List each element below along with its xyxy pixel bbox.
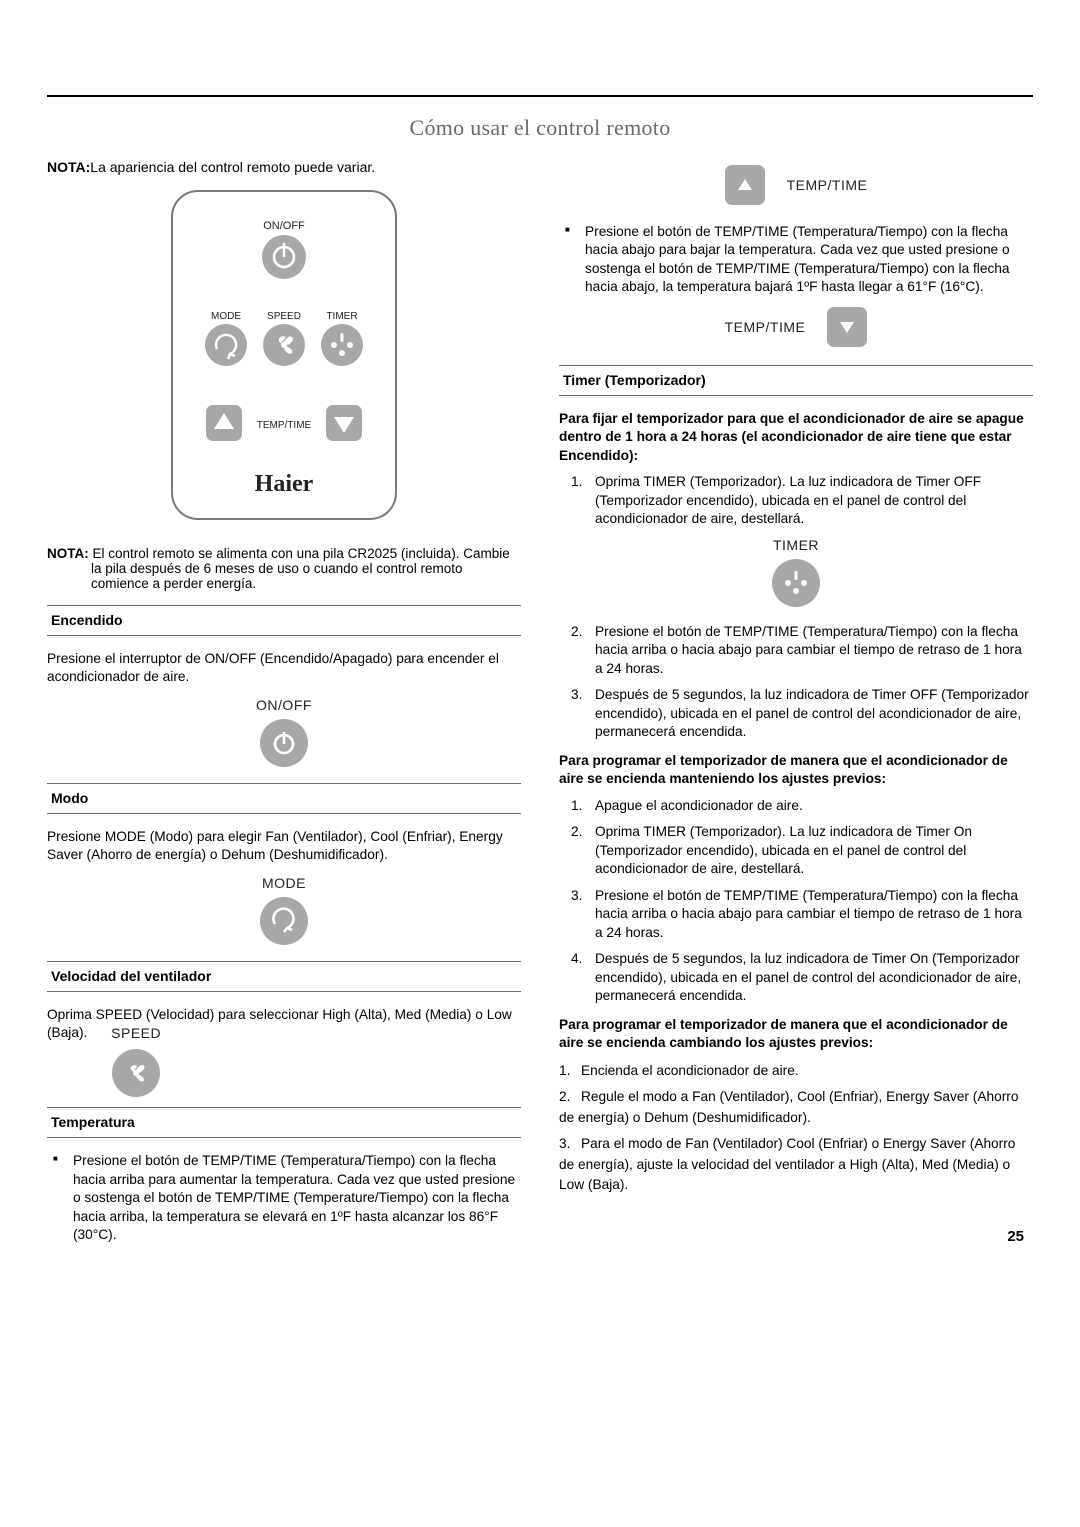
left-column: NOTA:La apariencia del control remoto pu… (47, 159, 521, 1255)
temptime-up-label: TEMP/TIME (787, 177, 868, 193)
right-column: TEMP/TIME Presione el botón de TEMP/TIME… (559, 159, 1033, 1255)
timer-list3-item2: 2.Regule el modo a Fan (Ventilador), Coo… (559, 1087, 1033, 1128)
svg-text:TIMER: TIMER (326, 311, 357, 322)
timer-icon-label: TIMER (773, 537, 819, 553)
onoff-icon-label: ON/OFF (256, 697, 312, 713)
timer-list3: 1.Encienda el acondicionador de aire. 2.… (559, 1061, 1033, 1196)
icon-stack-speed: SPEED (111, 1024, 161, 1097)
icon-stack-onoff: ON/OFF (47, 697, 521, 767)
para-encendido: Presione el interruptor de ON/OFF (Encen… (47, 650, 521, 687)
svg-text:MODE: MODE (211, 311, 241, 322)
temp-bullet-down: Presione el botón de TEMP/TIME (Temperat… (563, 223, 1033, 297)
timer-list1: Oprima TIMER (Temporizador). La luz indi… (567, 473, 1033, 528)
svg-text:Haier: Haier (255, 471, 314, 497)
timer-list1-item1: Oprima TIMER (Temporizador). La luz indi… (571, 473, 1033, 528)
nota-1: NOTA:La apariencia del control remoto pu… (47, 159, 521, 175)
timer-list1b-item2: Presione el botón de TEMP/TIME (Temperat… (571, 623, 1033, 678)
nota-2-label: NOTA: (47, 546, 89, 561)
mode-icon (260, 897, 308, 945)
head-modo: Modo (47, 783, 521, 814)
page-title: Cómo usar el control remoto (47, 115, 1033, 141)
power-icon (260, 719, 308, 767)
timer-list2-item2: Oprima TIMER (Temporizador). La luz indi… (571, 823, 1033, 878)
speed-icon-label: SPEED (111, 1024, 161, 1043)
para-modo: Presione MODE (Modo) para elegir Fan (Ve… (47, 828, 521, 865)
page-number: 25 (1007, 1228, 1024, 1245)
timer-list3-item1: 1.Encienda el acondicionador de aire. (559, 1061, 1033, 1082)
temptime-down-bullet: Presione el botón de TEMP/TIME (Temperat… (559, 223, 1033, 297)
timer-list1b: Presione el botón de TEMP/TIME (Temperat… (567, 623, 1033, 742)
nota-1-text: La apariencia del control remoto puede v… (90, 159, 375, 175)
two-column-layout: NOTA:La apariencia del control remoto pu… (47, 159, 1033, 1255)
timer-list2: Apague el acondicionador de aire. Oprima… (567, 797, 1033, 1006)
head-velocidad: Velocidad del ventilador (47, 961, 521, 992)
remote-diagram: ON/OFF MODE SPEED TIMER (47, 185, 521, 528)
fan-icon (112, 1049, 160, 1097)
head-encendido: Encendido (47, 605, 521, 636)
temptime-up-row: TEMP/TIME (559, 165, 1033, 205)
mode-icon-label: MODE (262, 875, 306, 891)
remote-onoff-label: ON/OFF (263, 220, 305, 232)
temptime-down-row: TEMP/TIME (559, 307, 1033, 347)
timer-list2-item1: Apague el acondicionador de aire. (571, 797, 1033, 815)
timer-list1b-item3: Después de 5 segundos, la luz indicadora… (571, 686, 1033, 741)
icon-stack-mode: MODE (47, 875, 521, 945)
nota-2: NOTA: El control remoto se alimenta con … (47, 546, 521, 591)
temp-bullet-list: Presione el botón de TEMP/TIME (Temperat… (47, 1152, 521, 1244)
head-temperatura: Temperatura (47, 1107, 521, 1138)
timer-p3-head: Para programar el temporizador de manera… (559, 1016, 1033, 1053)
head-timer: Timer (Temporizador) (559, 365, 1033, 396)
top-rule (47, 95, 1033, 97)
timer-list3-item3: 3.Para el modo de Fan (Ventilador) Cool … (559, 1134, 1033, 1196)
arrow-down-icon (827, 307, 867, 347)
timer-p2-head: Para programar el temporizador de manera… (559, 752, 1033, 789)
remote-svg: ON/OFF MODE SPEED TIMER (154, 185, 414, 525)
arrow-up-icon (725, 165, 765, 205)
temp-bullet-up: Presione el botón de TEMP/TIME (Temperat… (51, 1152, 521, 1244)
timer-icon (772, 559, 820, 607)
icon-stack-timer: TIMER (559, 537, 1033, 607)
nota-2-text: El control remoto se alimenta con una pi… (89, 546, 510, 591)
timer-p1-head: Para fijar el temporizador para que el a… (559, 410, 1033, 465)
para-velocidad: Oprima SPEED (Velocidad) para selecciona… (47, 1006, 521, 1097)
timer-list2-item4: Después de 5 segundos, la luz indicadora… (571, 950, 1033, 1005)
svg-text:SPEED: SPEED (267, 311, 301, 322)
temptime-down-label: TEMP/TIME (725, 319, 806, 335)
nota-1-label: NOTA: (47, 159, 90, 175)
svg-text:TEMP/TIME: TEMP/TIME (257, 420, 312, 431)
timer-list2-item3: Presione el botón de TEMP/TIME (Temperat… (571, 887, 1033, 942)
